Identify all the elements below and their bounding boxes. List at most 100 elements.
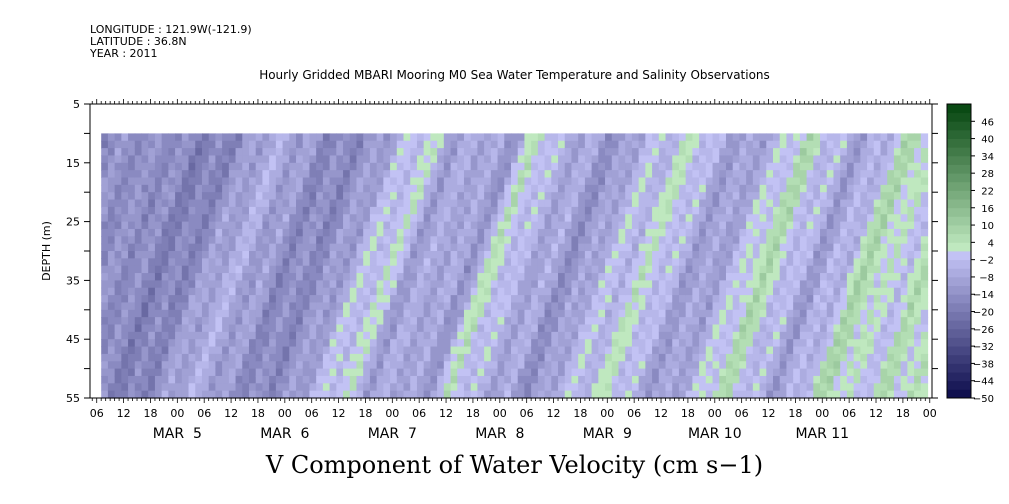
field-cell bbox=[275, 280, 284, 289]
field-cell bbox=[746, 228, 754, 237]
field-cell bbox=[410, 184, 418, 193]
field-cell bbox=[504, 375, 512, 384]
x-day-label: MAR 6 bbox=[260, 426, 309, 442]
field-cell bbox=[141, 140, 149, 149]
field-cell bbox=[322, 228, 331, 237]
field-cell bbox=[457, 148, 465, 157]
field-cell bbox=[746, 273, 754, 281]
field-cell bbox=[893, 221, 902, 230]
field-cell bbox=[463, 214, 472, 223]
field-cell bbox=[638, 155, 646, 164]
field-cell bbox=[369, 309, 378, 318]
field-cell bbox=[605, 184, 613, 193]
field-cell bbox=[463, 331, 472, 340]
field-cell bbox=[302, 390, 311, 399]
field-cell bbox=[443, 265, 452, 274]
field-cell bbox=[773, 309, 781, 318]
field-cell bbox=[343, 317, 351, 326]
field-cell bbox=[551, 265, 559, 274]
field-cell bbox=[316, 265, 324, 274]
field-cell bbox=[692, 206, 700, 215]
field-cell bbox=[558, 243, 566, 252]
field-cell bbox=[248, 148, 257, 157]
field-cell bbox=[739, 228, 747, 237]
field-cell bbox=[605, 214, 613, 223]
field-cell bbox=[262, 375, 270, 384]
field-cell bbox=[645, 324, 653, 333]
field-cell bbox=[181, 339, 190, 348]
field-cell bbox=[625, 206, 633, 215]
field-cell bbox=[248, 177, 257, 186]
field-cell bbox=[517, 280, 526, 289]
field-cell bbox=[208, 375, 217, 384]
field-cell bbox=[820, 155, 828, 164]
field-cell bbox=[248, 206, 257, 215]
colorbar-swatch bbox=[947, 181, 971, 191]
field-cell bbox=[840, 331, 848, 340]
field-cell bbox=[322, 280, 331, 289]
field-cell bbox=[255, 368, 264, 377]
field-cell bbox=[141, 162, 149, 171]
field-cell bbox=[860, 184, 868, 193]
field-cell bbox=[282, 295, 290, 304]
field-cell bbox=[215, 133, 223, 142]
field-cell bbox=[477, 383, 485, 392]
field-cell bbox=[356, 177, 364, 186]
field-cell bbox=[154, 251, 163, 259]
field-cell bbox=[517, 273, 526, 281]
field-cell bbox=[383, 317, 391, 326]
field-cell bbox=[423, 155, 431, 164]
field-cell bbox=[336, 162, 344, 171]
field-cell bbox=[329, 324, 337, 333]
field-cell bbox=[282, 199, 290, 208]
field-cell bbox=[692, 177, 700, 186]
field-cell bbox=[134, 206, 143, 215]
field-cell bbox=[188, 170, 196, 179]
field-cell bbox=[336, 228, 344, 237]
field-cell bbox=[208, 192, 217, 201]
field-cell bbox=[531, 258, 539, 267]
field-cell bbox=[611, 206, 620, 215]
field-cell bbox=[806, 346, 814, 355]
field-cell bbox=[652, 228, 660, 237]
field-cell bbox=[168, 368, 176, 377]
field-cell bbox=[920, 273, 929, 281]
field-cell bbox=[235, 221, 243, 230]
field-cell bbox=[779, 302, 788, 311]
field-cell bbox=[248, 214, 257, 223]
x-hour-label: 06 bbox=[842, 407, 856, 420]
field-cell bbox=[242, 243, 250, 252]
field-cell bbox=[537, 155, 546, 164]
field-cell bbox=[369, 251, 378, 259]
field-cell bbox=[114, 353, 122, 362]
field-cell bbox=[746, 133, 754, 142]
field-cell bbox=[269, 353, 277, 362]
field-cell bbox=[390, 184, 398, 193]
field-cell bbox=[343, 346, 351, 355]
field-cell bbox=[840, 280, 848, 289]
field-cell bbox=[584, 317, 593, 326]
field-cell bbox=[793, 228, 801, 237]
field-cell bbox=[833, 324, 841, 333]
field-cell bbox=[228, 265, 237, 274]
field-cell bbox=[719, 361, 727, 370]
field-cell bbox=[564, 361, 573, 370]
field-cell bbox=[296, 273, 304, 281]
field-cell bbox=[920, 331, 929, 340]
field-cell bbox=[544, 324, 552, 333]
field-cell bbox=[336, 273, 344, 281]
field-cell bbox=[470, 221, 479, 230]
field-cell bbox=[652, 273, 660, 281]
field-cell bbox=[403, 140, 411, 149]
field-cell bbox=[302, 133, 311, 142]
field-cell bbox=[322, 258, 331, 267]
field-cell bbox=[161, 133, 169, 142]
field-cell bbox=[813, 383, 821, 392]
field-cell bbox=[416, 162, 425, 171]
field-cell bbox=[826, 133, 835, 142]
field-cell bbox=[625, 133, 633, 142]
x-hour-label: 18 bbox=[466, 407, 480, 420]
field-cell bbox=[262, 368, 270, 377]
field-cell bbox=[840, 383, 848, 392]
field-cell bbox=[853, 140, 861, 149]
